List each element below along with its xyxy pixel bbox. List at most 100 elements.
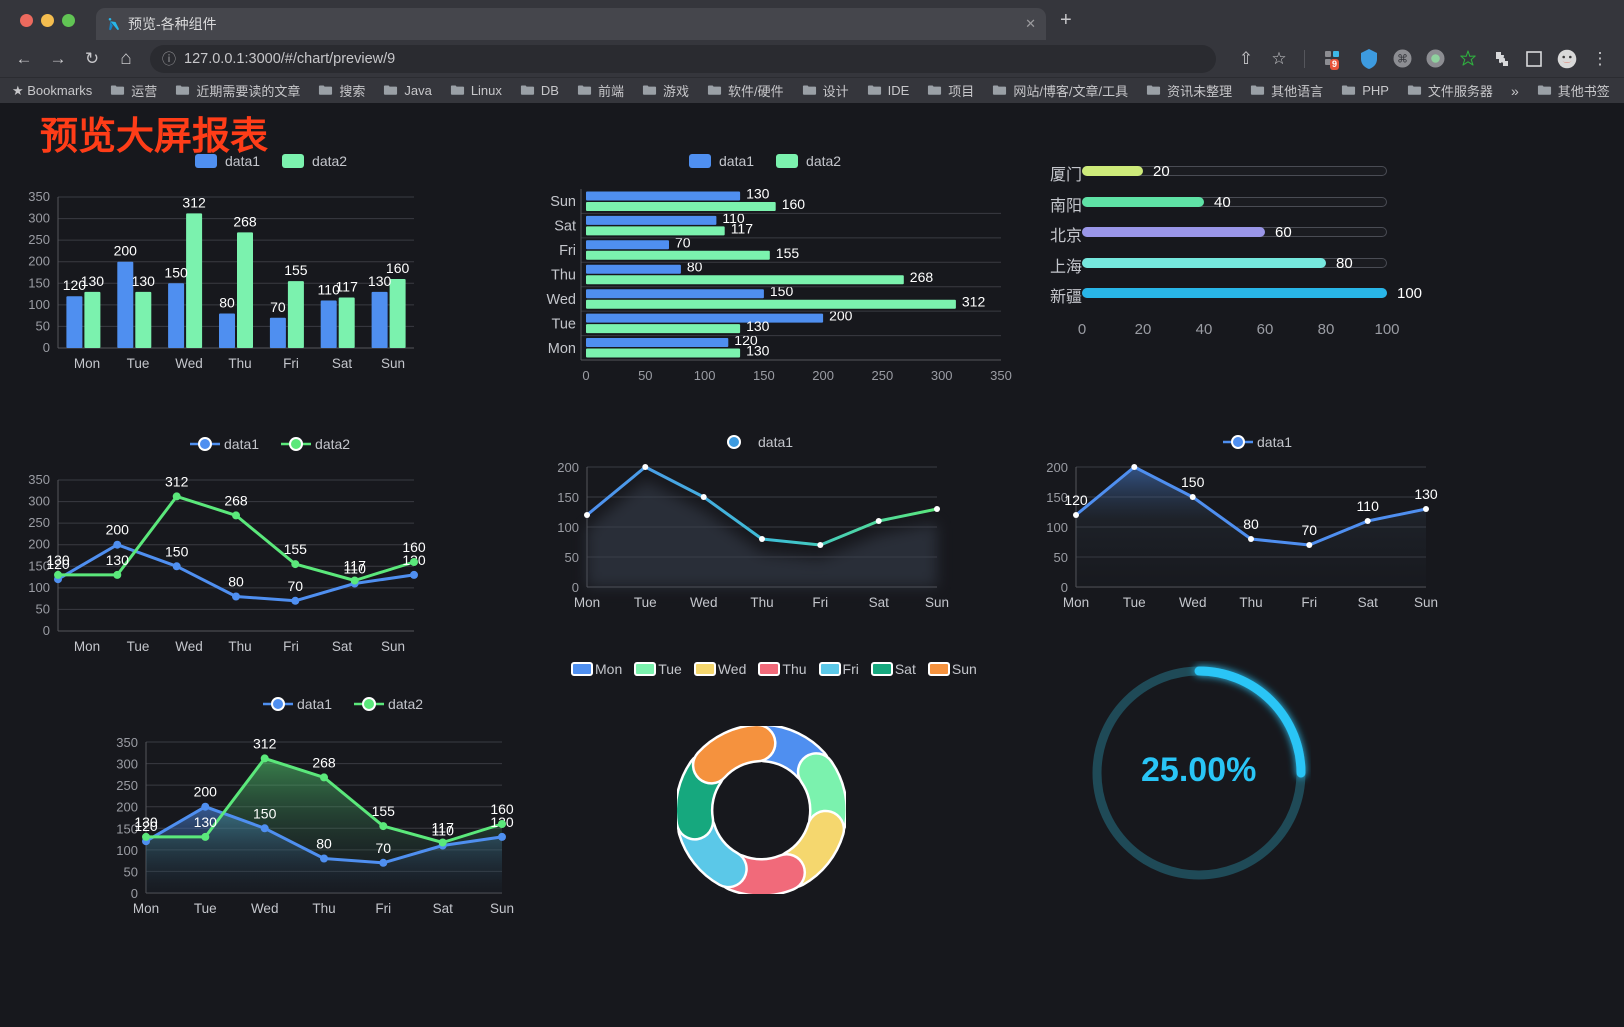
- svg-text:Mon: Mon: [1063, 595, 1089, 610]
- svg-text:Mon: Mon: [548, 341, 576, 357]
- svg-text:110: 110: [1357, 498, 1380, 514]
- svg-text:Sat: Sat: [332, 356, 353, 371]
- svg-text:130: 130: [746, 186, 770, 202]
- svg-text:Thu: Thu: [312, 901, 335, 916]
- svg-text:130: 130: [132, 273, 156, 289]
- svg-text:117: 117: [731, 220, 754, 236]
- svg-text:300: 300: [116, 757, 138, 772]
- svg-text:50: 50: [565, 550, 579, 565]
- svg-text:160: 160: [782, 196, 806, 212]
- svg-text:300: 300: [931, 368, 953, 383]
- svg-text:Mon: Mon: [574, 595, 600, 610]
- svg-text:Tue: Tue: [127, 356, 150, 371]
- svg-text:200: 200: [116, 800, 138, 815]
- svg-text:268: 268: [224, 492, 248, 508]
- svg-text:117: 117: [432, 820, 455, 836]
- svg-text:350: 350: [990, 368, 1012, 383]
- svg-text:Thu: Thu: [1239, 595, 1262, 610]
- svg-text:200: 200: [194, 784, 218, 800]
- svg-text:50: 50: [638, 368, 652, 383]
- svg-text:150: 150: [557, 490, 579, 505]
- svg-text:0: 0: [572, 580, 579, 595]
- svg-text:200: 200: [1046, 460, 1068, 475]
- svg-text:130: 130: [1414, 486, 1438, 502]
- svg-text:268: 268: [233, 213, 257, 229]
- svg-text:100: 100: [557, 520, 579, 535]
- svg-text:Tue: Tue: [634, 595, 657, 610]
- svg-text:312: 312: [182, 194, 206, 210]
- svg-text:Wed: Wed: [546, 292, 576, 308]
- svg-text:Tue: Tue: [194, 901, 217, 916]
- svg-text:80: 80: [316, 836, 332, 852]
- svg-text:70: 70: [1302, 522, 1318, 538]
- svg-text:80: 80: [1243, 516, 1259, 532]
- svg-text:Sun: Sun: [490, 901, 514, 916]
- svg-text:Fri: Fri: [1301, 595, 1317, 610]
- svg-text:155: 155: [284, 541, 308, 557]
- svg-text:150: 150: [253, 805, 277, 821]
- svg-text:70: 70: [376, 840, 392, 856]
- svg-text:130: 130: [134, 814, 158, 830]
- svg-text:Sun: Sun: [925, 595, 949, 610]
- svg-text:268: 268: [910, 269, 934, 285]
- svg-text:Fri: Fri: [812, 595, 828, 610]
- svg-text:Tue: Tue: [1123, 595, 1146, 610]
- svg-text:312: 312: [165, 473, 189, 489]
- svg-text:117: 117: [336, 279, 359, 295]
- svg-text:Wed: Wed: [1179, 595, 1207, 610]
- svg-text:200: 200: [114, 243, 138, 259]
- svg-text:Wed: Wed: [251, 901, 279, 916]
- svg-text:268: 268: [312, 754, 336, 770]
- svg-text:312: 312: [253, 735, 277, 751]
- svg-text:100: 100: [116, 843, 138, 858]
- svg-text:155: 155: [776, 245, 800, 261]
- svg-text:200: 200: [28, 254, 50, 269]
- svg-text:150: 150: [753, 368, 775, 383]
- svg-text:250: 250: [28, 232, 50, 247]
- svg-text:300: 300: [28, 494, 50, 509]
- svg-text:0: 0: [1061, 580, 1068, 595]
- svg-text:200: 200: [557, 460, 579, 475]
- svg-text:Sun: Sun: [1414, 595, 1438, 610]
- svg-text:130: 130: [81, 273, 105, 289]
- svg-text:155: 155: [372, 803, 396, 819]
- svg-text:Tue: Tue: [552, 316, 576, 332]
- svg-text:350: 350: [28, 472, 50, 487]
- svg-text:130: 130: [106, 552, 130, 568]
- svg-text:70: 70: [675, 234, 691, 250]
- svg-text:117: 117: [344, 558, 367, 574]
- svg-text:50: 50: [124, 864, 138, 879]
- svg-text:200: 200: [829, 308, 853, 324]
- svg-text:100: 100: [694, 368, 716, 383]
- svg-text:⌘: ⌘: [1397, 54, 1408, 66]
- svg-text:150: 150: [1181, 474, 1205, 490]
- svg-text:Sun: Sun: [381, 356, 405, 371]
- svg-text:Mon: Mon: [74, 356, 100, 371]
- svg-text:130: 130: [746, 343, 770, 359]
- svg-text:70: 70: [270, 299, 286, 315]
- svg-text:155: 155: [284, 262, 308, 278]
- svg-text:Sat: Sat: [1358, 595, 1379, 610]
- svg-text:Wed: Wed: [690, 595, 718, 610]
- svg-text:250: 250: [116, 778, 138, 793]
- svg-text:350: 350: [28, 189, 50, 204]
- svg-text:Mon: Mon: [133, 901, 159, 916]
- svg-text:Thu: Thu: [551, 268, 576, 284]
- svg-text:0: 0: [43, 340, 50, 355]
- svg-text:200: 200: [28, 537, 50, 552]
- svg-text:150: 150: [164, 264, 188, 280]
- svg-text:Thu: Thu: [750, 595, 773, 610]
- svg-text:312: 312: [962, 294, 986, 310]
- svg-text:100: 100: [28, 297, 50, 312]
- svg-text:80: 80: [687, 259, 703, 275]
- svg-text:50: 50: [36, 601, 50, 616]
- svg-text:80: 80: [219, 295, 235, 311]
- svg-text:50: 50: [36, 318, 50, 333]
- svg-text:80: 80: [228, 574, 244, 590]
- svg-text:200: 200: [106, 522, 130, 538]
- svg-text:Fri: Fri: [375, 901, 391, 916]
- svg-text:130: 130: [194, 814, 218, 830]
- svg-text:120: 120: [1064, 492, 1088, 508]
- svg-text:300: 300: [28, 211, 50, 226]
- svg-text:Thu: Thu: [228, 356, 251, 371]
